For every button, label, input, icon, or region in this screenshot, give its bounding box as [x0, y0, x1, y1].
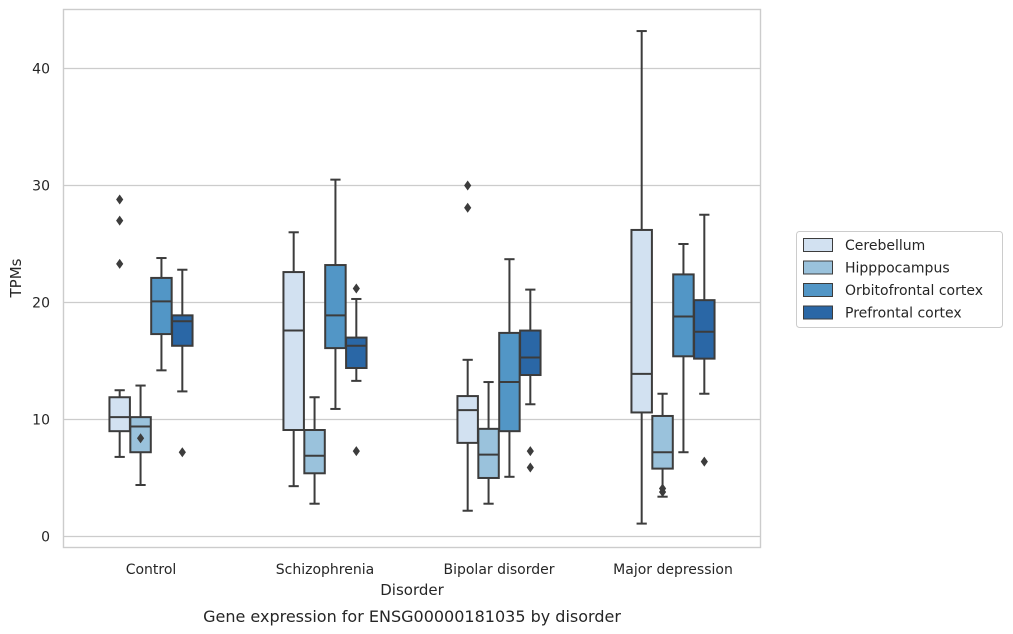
y-axis-label: TPMs	[7, 258, 25, 298]
y-tick-label: 30	[32, 178, 50, 194]
box-body	[693, 299, 716, 360]
legend-swatch	[803, 283, 833, 297]
legend: Cerebellum Hipppocampus Orbitofrontal cort…	[796, 231, 1003, 328]
box-2-1	[324, 178, 347, 410]
box-0-2	[456, 180, 479, 512]
plot-frame	[62, 8, 762, 549]
outlier-point	[352, 283, 360, 294]
box-0-3	[630, 30, 653, 525]
box-2-2	[498, 258, 521, 478]
outlier-point	[526, 446, 534, 457]
x-tick-label: Control	[126, 562, 177, 578]
y-tick-labels: 0 10 20 30 40	[32, 61, 50, 545]
box-3-3	[693, 213, 716, 467]
y-tick-label: 10	[32, 412, 50, 428]
box-1-1	[303, 396, 326, 505]
box-body	[171, 314, 194, 347]
box-body	[630, 228, 653, 414]
figure-caption: Gene expression for ENSG00000181035 by d…	[203, 607, 621, 626]
box-body	[651, 414, 674, 470]
outlier-point	[352, 446, 360, 457]
legend-swatch	[803, 305, 833, 320]
box-3-1	[345, 283, 368, 457]
legend-swatch	[803, 238, 833, 252]
box-1-3	[651, 392, 674, 498]
outlier-point	[464, 202, 472, 213]
box-body	[672, 273, 695, 358]
outlier-point	[178, 447, 186, 458]
box-1-2	[477, 381, 500, 505]
outlier-point	[136, 433, 145, 444]
box-plot-marks	[108, 30, 716, 525]
outlier-point	[658, 483, 667, 494]
y-tick-label: 20	[32, 295, 50, 311]
grid-lines	[64, 67, 760, 538]
box-2-3	[672, 242, 695, 454]
box-0-1	[282, 231, 305, 488]
outlier-point	[526, 462, 534, 473]
x-tick-labels: Control Schizophrenia Bipolar disorder Majo…	[126, 562, 733, 578]
box-body	[477, 427, 500, 479]
box-body	[303, 429, 326, 475]
legend-label: Hipppocampus	[845, 261, 950, 277]
box-3-2	[519, 288, 542, 473]
outlier-point	[116, 215, 124, 226]
box-2-0	[150, 257, 173, 372]
box-body	[345, 336, 368, 369]
x-axis-label: Disorder	[380, 581, 444, 599]
outlier-point	[116, 194, 124, 205]
box-body	[519, 329, 542, 377]
box-body	[282, 271, 305, 432]
box-body	[324, 264, 347, 350]
x-tick-label: Bipolar disorder	[443, 562, 554, 578]
outlier-point	[700, 456, 708, 467]
y-tick-label: 40	[32, 61, 50, 77]
legend-swatch	[803, 260, 833, 275]
box-body	[150, 276, 173, 336]
legend-label: Prefrontal cortex	[845, 306, 962, 322]
x-tick-label: Schizophrenia	[276, 562, 374, 578]
outlier-point	[464, 180, 472, 191]
y-tick-label: 0	[41, 529, 50, 545]
outlier-point	[116, 258, 124, 269]
box-body	[456, 395, 479, 444]
legend-label: Cerebellum	[845, 238, 925, 254]
box-3-0	[171, 268, 194, 458]
box-0-0	[108, 194, 131, 458]
legend-label: Orbitofrontal cortex	[845, 283, 983, 299]
x-tick-label: Major depression	[613, 562, 733, 578]
box-body	[108, 396, 131, 433]
box-1-0	[129, 384, 152, 486]
legend-frame	[796, 231, 1003, 328]
